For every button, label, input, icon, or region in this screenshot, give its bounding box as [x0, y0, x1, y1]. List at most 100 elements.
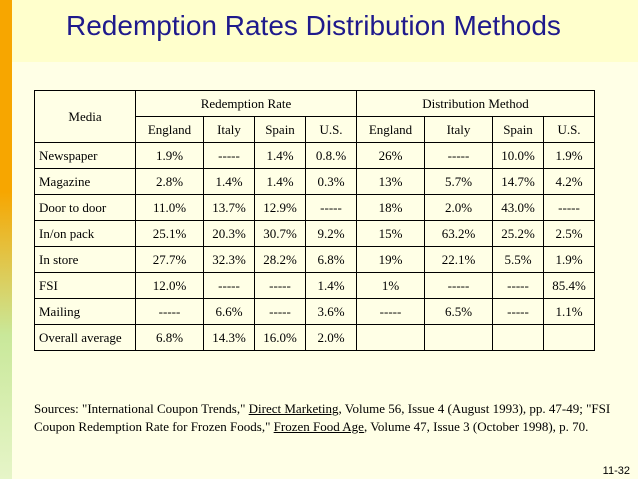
decorative-left-bar: [0, 0, 12, 479]
title-bar: [12, 0, 638, 62]
table-cell: 12.0%: [135, 272, 204, 299]
table-cell: 22.1%: [424, 246, 493, 273]
table-cell: [356, 324, 425, 351]
table-cell: 1.4%: [254, 142, 306, 169]
sources-text: , Volume 56, Issue 4 (August 1993), pp. …: [34, 401, 611, 434]
country-header: Spain: [492, 116, 544, 143]
table-cell: 1%: [356, 272, 425, 299]
table-cell: 0.3%: [305, 168, 357, 195]
country-header: Italy: [203, 116, 255, 143]
distribution-method-header: Distribution Method: [356, 90, 595, 117]
country-header: U.S.: [305, 116, 357, 143]
country-header: Spain: [254, 116, 306, 143]
table-cell: 63.2%: [424, 220, 493, 247]
country-header: England: [356, 116, 425, 143]
table-cell: 85.4%: [543, 272, 595, 299]
row-media-label: Magazine: [34, 168, 136, 195]
country-header: Italy: [424, 116, 493, 143]
table-cell: 5.7%: [424, 168, 493, 195]
table-cell: -----: [203, 142, 255, 169]
redemption-table: Media Redemption Rate Distribution Metho…: [34, 90, 595, 351]
table-group-header-row: Media Redemption Rate Distribution Metho…: [34, 90, 595, 143]
table-cell: 28.2%: [254, 246, 306, 273]
row-media-label: In/on pack: [34, 220, 136, 247]
slide-title: Redemption Rates Distribution Methods: [66, 10, 561, 41]
table-cell: -----: [424, 272, 493, 299]
table-cell: 14.7%: [492, 168, 544, 195]
table-cell: 11.0%: [135, 194, 204, 221]
table-cell: -----: [356, 298, 425, 325]
table-cell: 1.9%: [543, 246, 595, 273]
table-cell: -----: [254, 272, 306, 299]
country-header: U.S.: [543, 116, 595, 143]
table-row: Door to door 11.0% 13.7% 12.9% ----- 18% 2.0% 4…: [34, 194, 595, 221]
table-cell: 2.0%: [424, 194, 493, 221]
page-number: 11-32: [602, 465, 630, 477]
table-cell: -----: [543, 194, 595, 221]
redemption-rate-header: Redemption Rate: [135, 90, 357, 117]
table-cell: 15%: [356, 220, 425, 247]
table-cell: -----: [305, 194, 357, 221]
table-row: Newspaper 1.9% ----- 1.4% 0.8.% 26% ----- 10.0%…: [34, 142, 595, 169]
table-cell: -----: [254, 298, 306, 325]
table-cell: 2.0%: [305, 324, 357, 351]
table-cell: 27.7%: [135, 246, 204, 273]
table-cell: 6.5%: [424, 298, 493, 325]
table-cell: 30.7%: [254, 220, 306, 247]
table-cell: 20.3%: [203, 220, 255, 247]
table-cell: 6.8%: [135, 324, 204, 351]
table-country-header-row: England Italy Spain U.S. England Italy S…: [35, 116, 595, 143]
table-cell: 19%: [356, 246, 425, 273]
table-cell: -----: [203, 272, 255, 299]
table-cell: 3.6%: [305, 298, 357, 325]
table-cell: 13.7%: [203, 194, 255, 221]
table-cell: 32.3%: [203, 246, 255, 273]
table-cell: [543, 324, 595, 351]
table-cell: 4.2%: [543, 168, 595, 195]
table-cell: 1.1%: [543, 298, 595, 325]
table-cell: [424, 324, 493, 351]
table-cell: 5.5%: [492, 246, 544, 273]
table-row: Overall average 6.8% 14.3% 16.0% 2.0%: [34, 324, 595, 351]
table-row: In/on pack 25.1% 20.3% 30.7% 9.2% 15% 63.2% 25.…: [34, 220, 595, 247]
row-media-label: FSI: [34, 272, 136, 299]
row-media-label: Mailing: [34, 298, 136, 325]
table-cell: 10.0%: [492, 142, 544, 169]
row-media-label: In store: [34, 246, 136, 273]
sources-note: Sources: "International Coupon Trends," …: [34, 400, 614, 436]
table-cell: 6.8%: [305, 246, 357, 273]
table-cell: 16.0%: [254, 324, 306, 351]
table-row: FSI 12.0% ----- ----- 1.4% 1% ----- ----- 85.4%: [34, 272, 595, 299]
table-cell: -----: [135, 298, 204, 325]
table-row: In store 27.7% 32.3% 28.2% 6.8% 19% 22.1% 5.5% 1…: [34, 246, 595, 273]
table-cell: 26%: [356, 142, 425, 169]
sources-text: Sources: "International Coupon Trends,": [34, 401, 249, 416]
table-cell: 25.2%: [492, 220, 544, 247]
table-cell: 43.0%: [492, 194, 544, 221]
row-media-label: Door to door: [34, 194, 136, 221]
table-cell: -----: [424, 142, 493, 169]
table-cell: 12.9%: [254, 194, 306, 221]
source-frozen-food-age: Frozen Food Age: [273, 419, 364, 434]
table-cell: 1.9%: [543, 142, 595, 169]
table-cell: 6.6%: [203, 298, 255, 325]
table-cell: -----: [492, 272, 544, 299]
table-cell: 1.4%: [254, 168, 306, 195]
table-row: Mailing ----- 6.6% ----- 3.6% ----- 6.5% ----- 1…: [34, 298, 595, 325]
table-cell: 1.4%: [305, 272, 357, 299]
media-header: Media: [34, 90, 136, 143]
table-cell: 2.5%: [543, 220, 595, 247]
sources-text: , Volume 47, Issue 3 (October 1998), p. …: [363, 419, 589, 434]
table-cell: 18%: [356, 194, 425, 221]
row-media-label: Overall average: [34, 324, 136, 351]
table-cell: 25.1%: [135, 220, 204, 247]
table-cell: 2.8%: [135, 168, 204, 195]
table-cell: 13%: [356, 168, 425, 195]
table-cell: 1.9%: [135, 142, 204, 169]
country-header: England: [135, 116, 204, 143]
table-cell: 9.2%: [305, 220, 357, 247]
table-cell: 1.4%: [203, 168, 255, 195]
table-row: Magazine 2.8% 1.4% 1.4% 0.3% 13% 5.7% 14.7% 4.2%: [34, 168, 595, 195]
row-media-label: Newspaper: [34, 142, 136, 169]
table-cell: 14.3%: [203, 324, 255, 351]
